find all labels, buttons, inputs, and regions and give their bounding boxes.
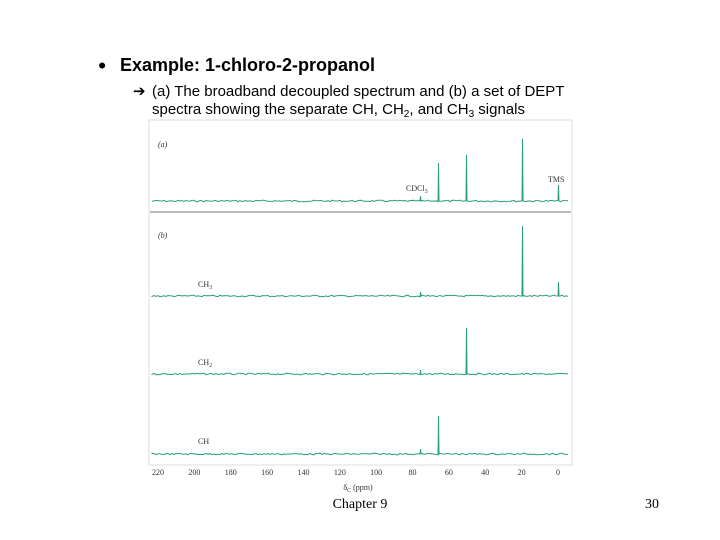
axis-tick-label: 220 bbox=[152, 468, 164, 477]
text-part: CDCl bbox=[406, 184, 425, 193]
subscript: 2 bbox=[404, 109, 410, 120]
axis-tick-label: 100 bbox=[370, 468, 382, 477]
subscript: 3 bbox=[209, 285, 212, 291]
text-part: δ bbox=[343, 483, 347, 492]
spectrum-figure: (a) (b) CDCl3 TMS CH3 CH2 CH δC (ppm) 22… bbox=[148, 119, 573, 495]
bullet: ● bbox=[98, 57, 106, 73]
axis-tick-label: 200 bbox=[188, 468, 200, 477]
trace-label: CH3 bbox=[198, 280, 212, 292]
axis-tick-label: 140 bbox=[297, 468, 309, 477]
axis-tick-label: 0 bbox=[556, 468, 560, 477]
axis-tick-label: 120 bbox=[334, 468, 346, 477]
spectrum-trace bbox=[151, 415, 569, 456]
figure-frame bbox=[148, 119, 573, 466]
text-part: CH bbox=[198, 358, 209, 367]
trace-label: CH2 bbox=[198, 358, 212, 370]
peak-label: TMS bbox=[548, 175, 564, 184]
text-part: , and CH bbox=[409, 101, 468, 118]
footer-chapter: Chapter 9 bbox=[333, 497, 388, 512]
axis-tick-label: 160 bbox=[261, 468, 273, 477]
trace-label: CH bbox=[198, 437, 209, 446]
axis-tick-label: 40 bbox=[481, 468, 489, 477]
peak-label: CDCl3 bbox=[406, 184, 428, 196]
axis-tick-label: 180 bbox=[225, 468, 237, 477]
panel-label: (a) bbox=[158, 140, 168, 149]
text-part: CH bbox=[198, 280, 209, 289]
text-part: spectra showing the separate CH, CH bbox=[152, 101, 404, 118]
arrow-bullet: ➔ bbox=[133, 83, 146, 100]
text-part: (ppm) bbox=[351, 483, 373, 492]
subscript: 2 bbox=[209, 363, 212, 369]
spectrum-trace bbox=[151, 138, 569, 203]
axis-tick-label: 80 bbox=[409, 468, 417, 477]
spectrum-trace bbox=[151, 327, 569, 376]
panel-label: (b) bbox=[158, 231, 168, 240]
axis-tick-label: 20 bbox=[518, 468, 526, 477]
subtitle-line: (a) The broadband decoupled spectrum and… bbox=[152, 83, 564, 100]
subtitle-line: spectra showing the separate CH, CH2, an… bbox=[152, 101, 525, 120]
axis-tick-label: 60 bbox=[445, 468, 453, 477]
subscript: C bbox=[347, 488, 351, 494]
text-part: CH bbox=[198, 437, 209, 446]
slide-title: Example: 1-chloro-2-propanol bbox=[120, 55, 375, 75]
axis-label: δC (ppm) bbox=[343, 483, 373, 495]
subscript: 3 bbox=[425, 189, 428, 195]
spectrum-trace bbox=[151, 225, 569, 298]
subscript: 3 bbox=[469, 109, 475, 120]
text-part: signals bbox=[474, 101, 525, 118]
footer-page: 30 bbox=[645, 497, 659, 512]
